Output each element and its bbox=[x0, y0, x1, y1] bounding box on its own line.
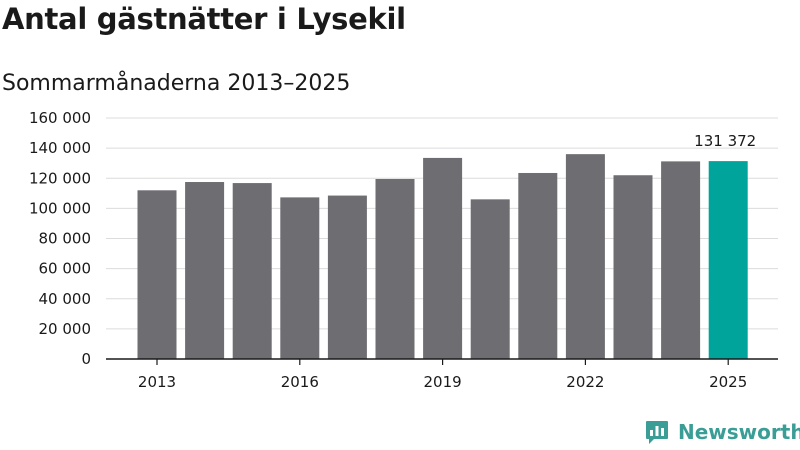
bar-2013 bbox=[137, 190, 177, 359]
newsworthy-logo-icon bbox=[646, 421, 668, 444]
bar-2016 bbox=[280, 197, 320, 359]
bar-2019 bbox=[423, 157, 463, 359]
bar-2020 bbox=[470, 199, 510, 359]
y-axis-tick-labels: 0 20 000 40 000 60 000 80 000 100 000 120 000 1… bbox=[29, 109, 91, 368]
x-axis: 2013 2016 2019 2022 2025 bbox=[106, 358, 778, 391]
bar-2018 bbox=[375, 179, 415, 359]
bar-2015 bbox=[232, 183, 272, 359]
bar-2014 bbox=[185, 182, 225, 359]
y-tick-label: 80 000 bbox=[39, 230, 92, 248]
brand-name: Newsworthy bbox=[678, 420, 800, 444]
y-tick-label: 0 bbox=[81, 350, 91, 368]
bar-2022 bbox=[565, 154, 605, 359]
x-tick-label: 2013 bbox=[138, 373, 176, 391]
data-labels: 131 372 bbox=[694, 132, 756, 150]
bar-2021 bbox=[518, 172, 558, 359]
y-tick-label: 160 000 bbox=[29, 109, 91, 127]
x-tick-label: 2019 bbox=[424, 373, 462, 391]
bar-2017 bbox=[327, 195, 367, 359]
y-tick-label: 20 000 bbox=[39, 320, 92, 338]
y-tick-label: 40 000 bbox=[39, 290, 92, 308]
bar-2024 bbox=[661, 161, 701, 359]
x-tick-label: 2025 bbox=[709, 373, 747, 391]
bar-2025 bbox=[708, 161, 748, 359]
x-tick-label: 2016 bbox=[281, 373, 319, 391]
data-label-2025: 131 372 bbox=[694, 132, 756, 150]
y-tick-label: 120 000 bbox=[29, 169, 91, 187]
x-tick-label: 2022 bbox=[566, 373, 604, 391]
brand-logo: Newsworthy bbox=[644, 419, 800, 445]
bar-2023 bbox=[613, 175, 653, 359]
y-tick-label: 140 000 bbox=[29, 139, 91, 157]
bars bbox=[137, 154, 748, 359]
chart-subtitle: Sommarmånaderna 2013–2025 bbox=[2, 71, 351, 96]
y-tick-label: 100 000 bbox=[29, 199, 91, 217]
y-tick-label: 60 000 bbox=[39, 260, 92, 278]
chart-title: Antal gästnätter i Lysekil bbox=[2, 2, 406, 36]
